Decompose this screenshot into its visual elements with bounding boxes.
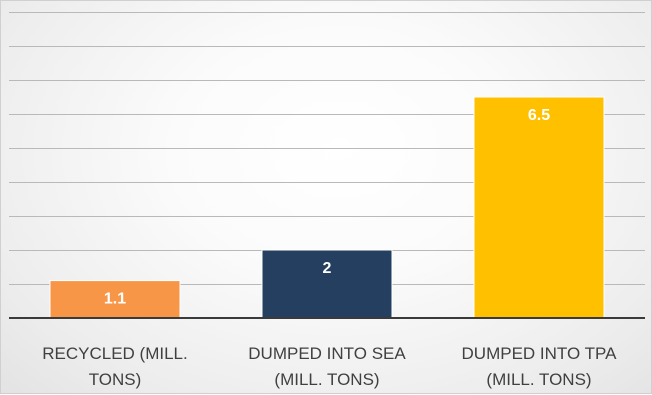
bar [473,96,605,319]
bars [49,96,605,319]
category-label: DUMPED INTO TPA [462,344,618,363]
category-label: (MILL. TONS) [274,370,379,389]
category-labels: RECYCLED (MILL. TONS) DUMPED INTO SEA (MILL… [42,344,617,389]
category-label: TONS) [89,370,142,389]
bar-data-label: 6.5 [528,107,550,124]
category-label: DUMPED INTO SEA [248,344,406,363]
bar-data-label: 1.1 [104,291,126,308]
bar-data-label: 2 [323,260,332,277]
category-label: RECYCLED (MILL. [42,344,187,363]
gridlines [9,12,645,285]
category-label: (MILL. TONS) [486,370,591,389]
bar [49,280,181,319]
data-labels: 1.1 2 6.5 [104,107,550,308]
